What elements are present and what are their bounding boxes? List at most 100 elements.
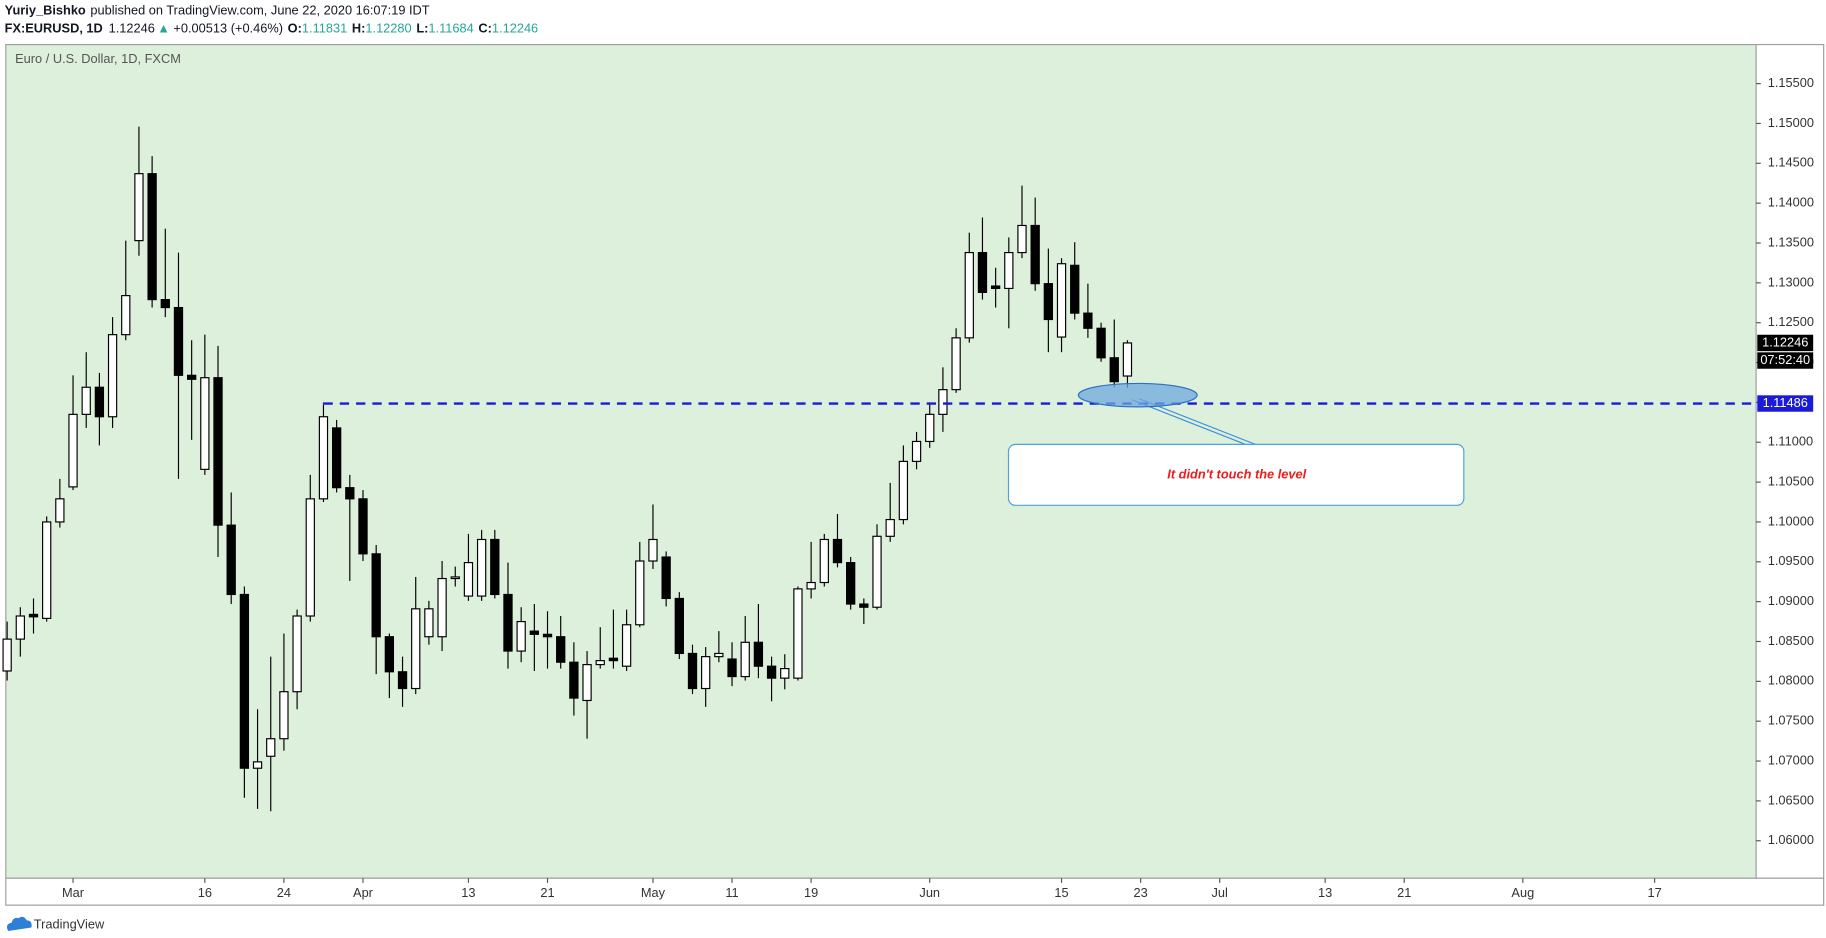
y-tick-label: 1.15000 [1768, 115, 1814, 130]
y-tick-label: 1.10000 [1768, 513, 1814, 528]
candle-body [15, 615, 25, 640]
candle-body [1083, 312, 1093, 329]
x-tick-label: 13 [461, 885, 475, 900]
candle-body [55, 498, 65, 523]
candle-body [1004, 251, 1014, 290]
candle-body [819, 538, 829, 584]
candle-body [872, 535, 882, 608]
candle-body [846, 562, 856, 605]
candle-body [621, 624, 632, 667]
highlight-ellipse [1077, 382, 1198, 408]
y-tick-label: 1.06500 [1768, 792, 1814, 807]
candle-body [187, 374, 197, 380]
y-tick-label: 1.09500 [1768, 553, 1814, 568]
candle-body [516, 620, 526, 652]
x-tick-label: 15 [1054, 885, 1068, 900]
candle-body [42, 521, 52, 619]
y-tick-label: 1.14000 [1768, 195, 1814, 210]
candle-body [121, 295, 131, 336]
candle-body [832, 538, 843, 564]
candle-body [701, 656, 711, 690]
candle-body [1122, 342, 1133, 377]
ohlc-value: 1.12246 [492, 21, 538, 36]
ohlc-value: 1.12280 [365, 21, 411, 36]
y-tick-label: 1.08500 [1768, 633, 1814, 648]
y-tick-label: 1.10500 [1768, 473, 1814, 488]
candle-body [305, 498, 315, 617]
candle-body [397, 671, 408, 690]
ohlc-value: 1.11684 [428, 21, 473, 36]
callout-text: It didn't touch the level [1167, 466, 1306, 481]
x-tick-label: Jul [1212, 885, 1228, 900]
candle-body [279, 691, 289, 740]
candle-body [753, 641, 764, 667]
y-tick-label: 1.12500 [1768, 314, 1814, 329]
symbol-line: FX:EURUSD, 1D 1.12246 ▲ +0.00513 (+0.46%) O:… [5, 21, 539, 36]
candle-body [437, 577, 447, 638]
candle-body [595, 660, 605, 666]
chart-title: Euro / U.S. Dollar, 1D, FXCM [15, 51, 181, 66]
ohlc-value: 1.11831 [302, 21, 347, 36]
logo-icon [6, 916, 32, 931]
candle-body [898, 460, 909, 521]
candle-body [371, 553, 381, 638]
y-tick-label: 1.06000 [1768, 832, 1814, 847]
ohlc-label: H: [352, 21, 366, 36]
candle-body [569, 661, 579, 699]
candle-body [424, 608, 434, 638]
x-tick-label: 19 [804, 885, 818, 900]
candle-body [766, 665, 777, 679]
chart-layer: Yuriy_Bishko published on TradingView.com… [2, 3, 1825, 906]
last-price-box [1757, 334, 1814, 352]
candle-body [990, 285, 1001, 290]
y-tick-label: 1.13500 [1768, 234, 1814, 249]
candle-body [239, 593, 250, 769]
candle-body [476, 538, 487, 597]
candle-body [885, 518, 895, 537]
price-axis [1755, 43, 1825, 879]
candle-body [68, 413, 78, 488]
candle-body [661, 556, 671, 600]
candle-body [173, 306, 184, 376]
y-tick-label: 1.09000 [1768, 593, 1814, 608]
candle-body [859, 603, 869, 608]
candle-body [2, 638, 12, 672]
ohlc-label: O: [288, 21, 302, 36]
countdown: 07:52:40 [1760, 352, 1810, 367]
candle-body [1070, 264, 1080, 314]
x-tick-label: Jun [919, 885, 940, 900]
candle-body [556, 636, 566, 663]
candle-body [266, 738, 276, 757]
candle-body [358, 498, 368, 555]
candle-body [384, 636, 395, 673]
candle-body [28, 613, 39, 618]
candle-body [292, 615, 302, 693]
candle-body [411, 608, 421, 690]
candle-body [938, 389, 948, 415]
candle-body [1030, 224, 1040, 285]
candle-body [200, 377, 210, 470]
y-tick-label: 1.07000 [1768, 752, 1814, 767]
candle-body [582, 664, 592, 702]
ohlc-label: L: [416, 21, 428, 36]
candle-body [1096, 327, 1106, 359]
candle-body [503, 593, 513, 652]
x-tick-label: Apr [353, 885, 374, 900]
candle-body [925, 413, 935, 443]
candle-body [951, 337, 961, 391]
candle-body [81, 386, 91, 415]
time-axis [5, 877, 1825, 906]
brand: TradingView [34, 916, 105, 931]
y-tick-label: 1.14500 [1768, 155, 1814, 170]
candle-body [450, 576, 460, 580]
candle-body [793, 588, 803, 679]
x-tick-label: 13 [1318, 885, 1332, 900]
candle-body [463, 562, 474, 597]
candle-body [964, 251, 974, 339]
candle-body [608, 657, 619, 662]
candle-body [107, 334, 118, 418]
x-tick-label: May [641, 885, 666, 900]
candle-body [318, 416, 329, 500]
callout-leader [1131, 399, 1249, 447]
